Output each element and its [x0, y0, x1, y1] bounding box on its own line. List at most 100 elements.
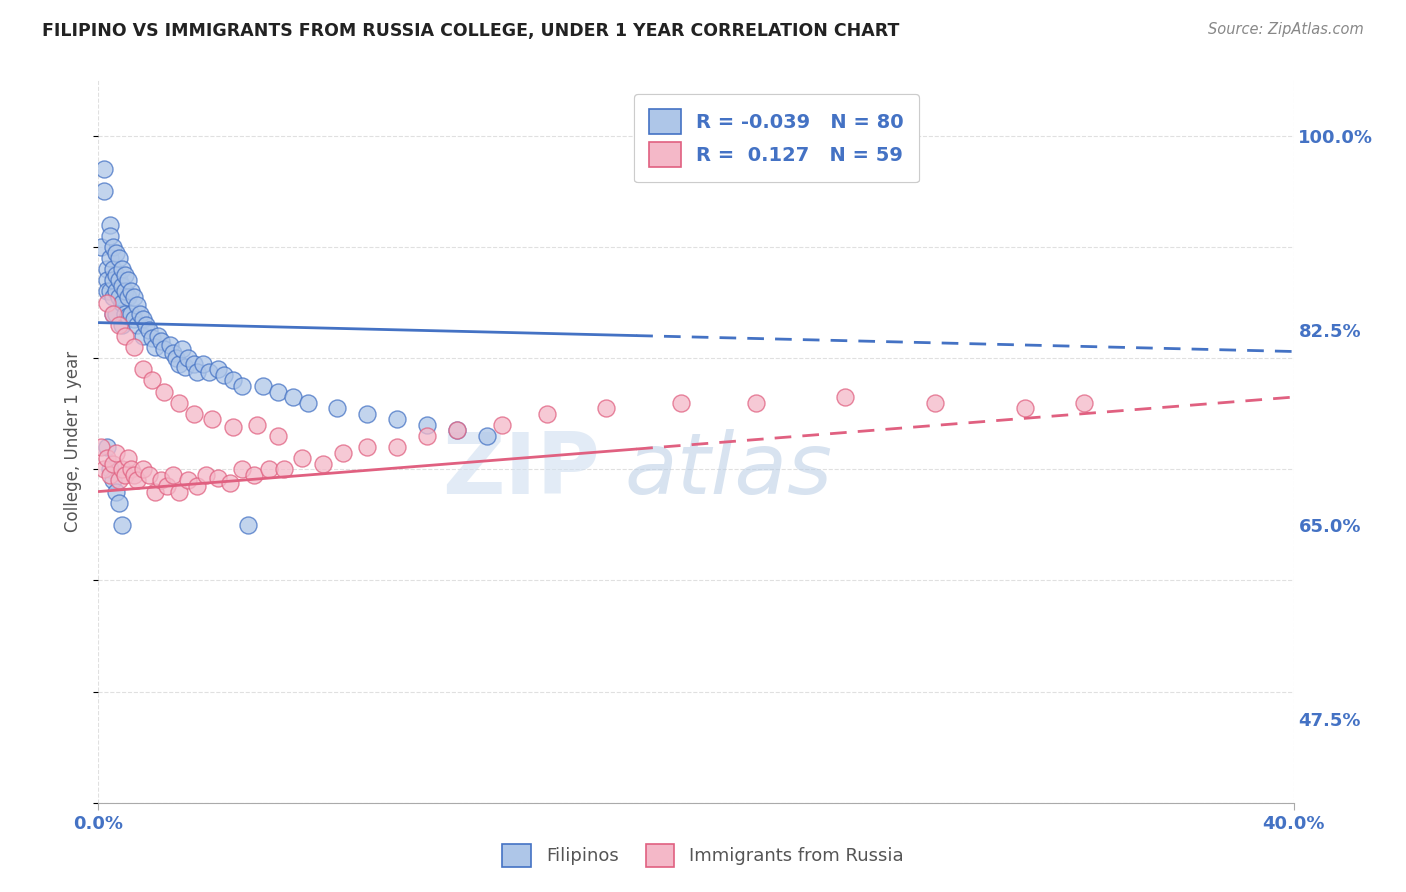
Point [111, 318, 134, 332]
Point [138, 323, 160, 337]
Point [273, 462, 295, 476]
Point [167, 484, 190, 499]
Point [117, 290, 139, 304]
Point [127, 318, 149, 332]
Point [127, 474, 149, 488]
Point [177, 474, 200, 488]
Point [93, 462, 115, 476]
Point [201, 412, 224, 426]
Point [174, 360, 197, 375]
Point [243, 467, 266, 482]
Point [111, 517, 134, 532]
Point [103, 457, 125, 471]
Point [114, 467, 136, 482]
Point [150, 474, 173, 488]
Point [132, 362, 155, 376]
Point [108, 273, 131, 287]
Point [252, 379, 274, 393]
Point [222, 420, 245, 434]
Text: ZIP: ZIP [443, 429, 600, 512]
Point [1073, 395, 1095, 409]
Point [98, 285, 122, 299]
Point [96, 295, 118, 310]
Point [98, 218, 122, 232]
Point [281, 390, 304, 404]
Point [111, 262, 134, 277]
Point [103, 262, 125, 277]
Point [103, 307, 125, 321]
Point [96, 262, 118, 277]
Point [103, 307, 125, 321]
Point [385, 440, 409, 454]
Point [356, 440, 378, 454]
Point [257, 462, 280, 476]
Point [124, 312, 146, 326]
Point [834, 390, 856, 404]
Point [132, 329, 155, 343]
Point [745, 395, 768, 409]
Point [114, 268, 136, 282]
Point [416, 417, 439, 432]
Point [183, 357, 205, 371]
Point [159, 338, 181, 352]
Point [105, 268, 128, 282]
Point [96, 440, 118, 454]
Point [385, 412, 409, 426]
Point [153, 384, 176, 399]
Legend: R = -0.039   N = 80, R =  0.127   N = 59: R = -0.039 N = 80, R = 0.127 N = 59 [634, 94, 920, 183]
Point [98, 467, 122, 482]
Point [595, 401, 617, 416]
Point [103, 290, 125, 304]
Point [105, 484, 128, 499]
Point [165, 351, 187, 366]
Point [120, 462, 142, 476]
Point [1014, 401, 1036, 416]
Point [191, 357, 214, 371]
Point [332, 445, 354, 459]
Point [219, 475, 242, 490]
Point [491, 417, 513, 432]
Point [669, 395, 692, 409]
Point [93, 162, 115, 177]
Y-axis label: College, Under 1 year: College, Under 1 year [65, 351, 83, 533]
Point [231, 462, 253, 476]
Point [291, 451, 314, 466]
Point [536, 407, 558, 421]
Point [356, 407, 378, 421]
Point [141, 331, 163, 345]
Point [231, 379, 253, 393]
Point [96, 451, 118, 466]
Point [326, 401, 349, 416]
Point [103, 474, 125, 488]
Point [141, 373, 163, 387]
Point [195, 467, 218, 482]
Point [117, 309, 139, 323]
Point [111, 295, 134, 310]
Point [311, 457, 333, 471]
Point [138, 467, 160, 482]
Point [120, 285, 142, 299]
Point [172, 343, 194, 357]
Point [143, 340, 166, 354]
Point [108, 474, 131, 488]
Point [124, 290, 146, 304]
Point [446, 424, 468, 438]
Point [135, 318, 157, 332]
Point [150, 334, 173, 349]
Point [105, 445, 128, 459]
Point [186, 479, 208, 493]
Point [98, 462, 122, 476]
Point [111, 279, 134, 293]
Point [416, 429, 439, 443]
Point [124, 467, 146, 482]
Point [148, 329, 170, 343]
Point [90, 440, 112, 454]
Point [207, 471, 229, 485]
Point [162, 345, 184, 359]
Point [198, 364, 221, 378]
Point [167, 357, 190, 371]
Point [207, 362, 229, 376]
Point [105, 307, 128, 321]
Point [103, 240, 125, 254]
Point [267, 429, 290, 443]
